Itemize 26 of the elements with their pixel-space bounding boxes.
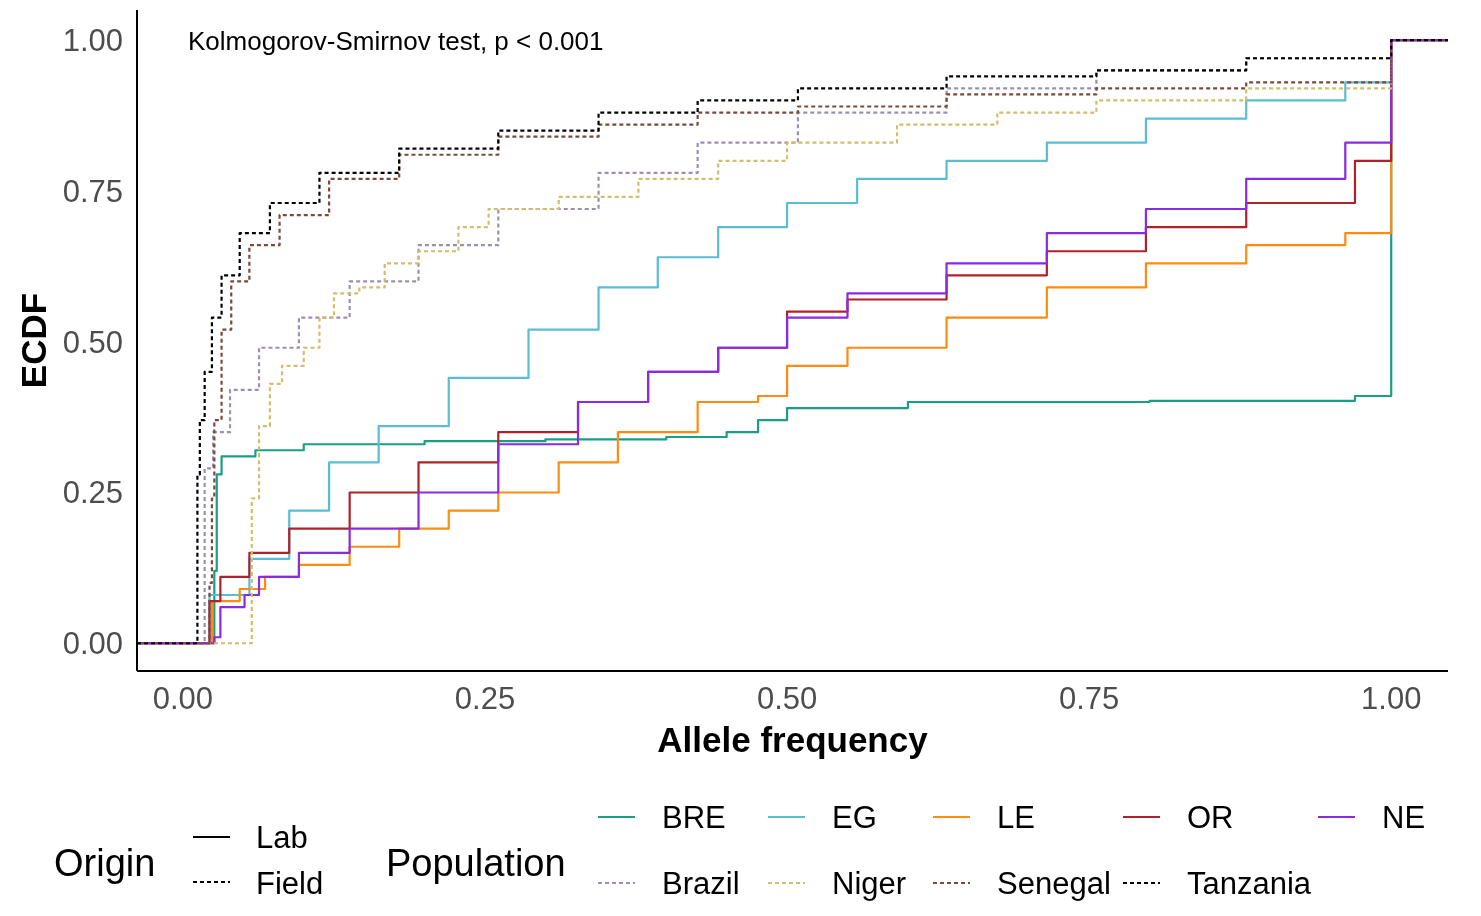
legend-label: Niger	[832, 866, 907, 901]
text: Origin	[54, 842, 156, 884]
y-tick-label: 1.00	[62, 23, 123, 59]
legend-label: Senegal	[997, 866, 1111, 901]
y-tick-label: 0.25	[62, 475, 123, 511]
annotation: Kolmogorov-Smirnov test, p < 0.001	[188, 26, 604, 56]
y-tick-label: 0.00	[62, 626, 123, 662]
x-tick-label: 0.25	[454, 681, 516, 716]
legend-label: EG	[832, 800, 877, 835]
legend-label: LE	[997, 800, 1035, 835]
x-tick-label: 0.00	[152, 681, 214, 716]
x-tick-label: 0.50	[756, 681, 818, 716]
legend-label: NE	[1382, 800, 1426, 835]
y-tick-label: 0.75	[62, 173, 123, 209]
y-axis-title: ECDF	[14, 292, 53, 389]
legend-label: BRE	[662, 800, 726, 835]
legend-label: Brazil	[662, 866, 740, 901]
x-axis-title: Allele frequency	[657, 720, 929, 759]
y-tick-label: 0.50	[62, 324, 123, 360]
legend-label: OR	[1187, 800, 1234, 835]
text: Field	[256, 866, 324, 901]
text: Lab	[256, 820, 308, 855]
legend-label: Tanzania	[1187, 866, 1312, 901]
legend-title: Population	[386, 842, 566, 884]
x-tick-label: 1.00	[1361, 681, 1422, 716]
x-tick-label: 0.75	[1058, 681, 1120, 716]
